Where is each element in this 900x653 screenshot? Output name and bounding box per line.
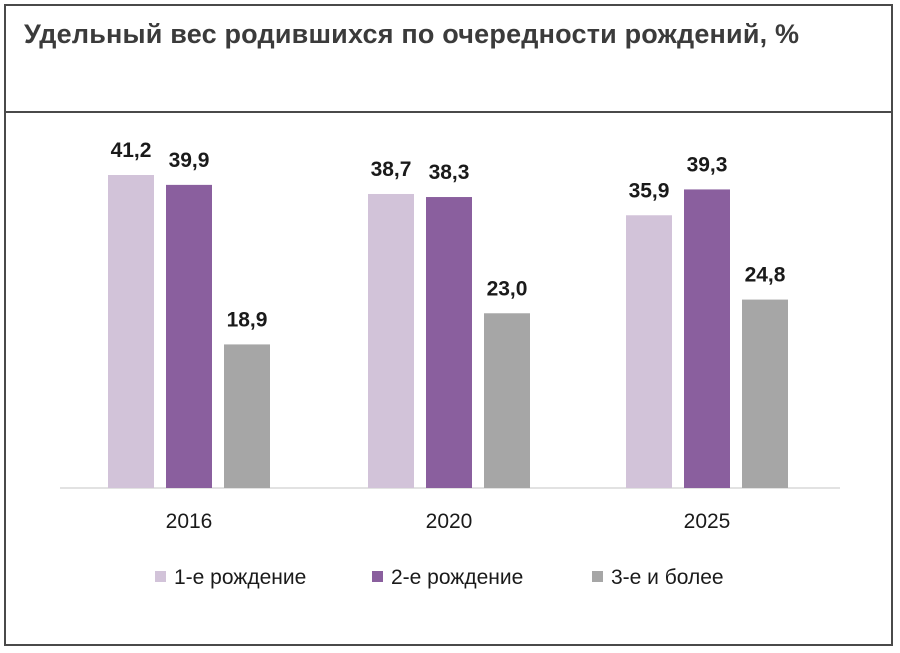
bar-2020-series-1 bbox=[368, 193, 414, 488]
bar-2020-series-3 bbox=[484, 313, 530, 488]
title-box: Удельный вес родившихся по очередности р… bbox=[6, 6, 891, 113]
bar-2025-series-2 bbox=[684, 189, 730, 489]
bar-2025-series-3 bbox=[742, 299, 788, 488]
bar-2016-series-2 bbox=[166, 184, 212, 488]
legend-swatch-series-3 bbox=[592, 571, 603, 582]
bar-2020-series-2 bbox=[426, 197, 472, 488]
bar-2016-series-3 bbox=[224, 344, 270, 488]
data-label-2016-series-1: 41,2 bbox=[111, 139, 152, 162]
x-tick-label-2016: 2016 bbox=[166, 510, 213, 533]
bar-2016-series-1 bbox=[108, 175, 154, 488]
x-tick-label-2020: 2020 bbox=[426, 510, 473, 533]
data-label-2016-series-3: 18,9 bbox=[227, 308, 268, 331]
data-label-2020-series-2: 38,3 bbox=[429, 161, 470, 184]
bar-2025-series-1 bbox=[626, 215, 672, 488]
data-label-2020-series-1: 38,7 bbox=[371, 158, 412, 181]
legend-swatch-series-1 bbox=[155, 571, 166, 582]
legend-label-series-1: 1-е рождение bbox=[174, 566, 306, 589]
data-label-2016-series-2: 39,9 bbox=[169, 149, 210, 172]
chart-title: Удельный вес родившихся по очередности р… bbox=[24, 19, 800, 49]
data-label-2025-series-3: 24,8 bbox=[745, 264, 786, 287]
data-label-2020-series-3: 23,0 bbox=[487, 277, 528, 300]
data-label-2025-series-1: 35,9 bbox=[629, 179, 670, 202]
x-tick-label-2025: 2025 bbox=[684, 510, 731, 533]
data-label-2025-series-2: 39,3 bbox=[687, 153, 728, 176]
legend-label-series-3: 3-е и более bbox=[611, 566, 724, 589]
chart-frame: Удельный вес родившихся по очередности р… bbox=[4, 4, 893, 646]
legend-swatch-series-2 bbox=[372, 571, 383, 582]
legend-label-series-2: 2-е рождение bbox=[391, 566, 523, 589]
